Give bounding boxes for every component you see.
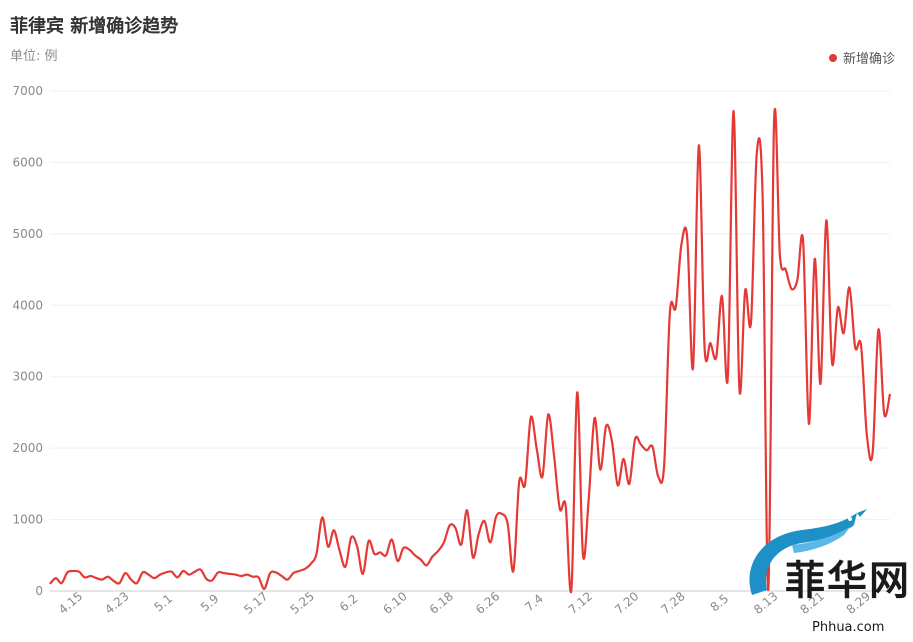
x-tick-label: 4.15: [56, 589, 85, 617]
y-tick-label: 3000: [12, 370, 43, 384]
y-tick-label: 6000: [12, 155, 43, 169]
legend-label: 新增确诊: [842, 52, 895, 67]
x-tick-label: 5.1: [151, 591, 175, 614]
y-tick-label: 7000: [12, 84, 43, 98]
x-tick-label: 8.5: [708, 591, 732, 614]
x-tick-label: 6.18: [427, 589, 456, 617]
x-tick-label: 7.20: [612, 589, 641, 617]
y-tick-label: 0: [35, 584, 43, 598]
x-tick-label: 6.2: [337, 591, 361, 614]
x-tick-label: 6.10: [380, 589, 409, 617]
x-tick-label: 5.25: [288, 589, 317, 617]
watermark-brand: 菲华网: [785, 557, 911, 604]
x-tick-label: 5.9: [198, 591, 222, 614]
unit-label: 单位: 例: [10, 49, 58, 64]
x-tick-label: 5.17: [241, 589, 270, 617]
y-tick-label: 5000: [12, 227, 43, 241]
x-tick-label: 7.28: [658, 589, 687, 617]
y-tick-label: 1000: [12, 513, 43, 527]
y-tick-label: 4000: [12, 298, 43, 312]
x-tick-label: 7.12: [566, 589, 595, 617]
x-tick-label: 6.26: [473, 589, 502, 617]
series-group: [49, 107, 892, 594]
x-tick-label: 4.23: [102, 589, 131, 617]
legend[interactable]: 新增确诊: [828, 48, 895, 67]
gridlines: [50, 90, 890, 521]
y-tick-label: 2000: [12, 441, 43, 455]
legend-marker: [828, 53, 837, 62]
dragon-logo-icon: [749, 509, 867, 595]
chart-title: 菲律宾 新增确诊趋势: [10, 16, 179, 37]
y-axis-ticks: 0 1000 2000 3000 4000 5000 6000 7000: [12, 84, 43, 598]
watermark-url: Phhua.com: [812, 620, 885, 635]
x-tick-label: 7.4: [522, 591, 546, 614]
series-line-new-cases: [49, 107, 892, 594]
